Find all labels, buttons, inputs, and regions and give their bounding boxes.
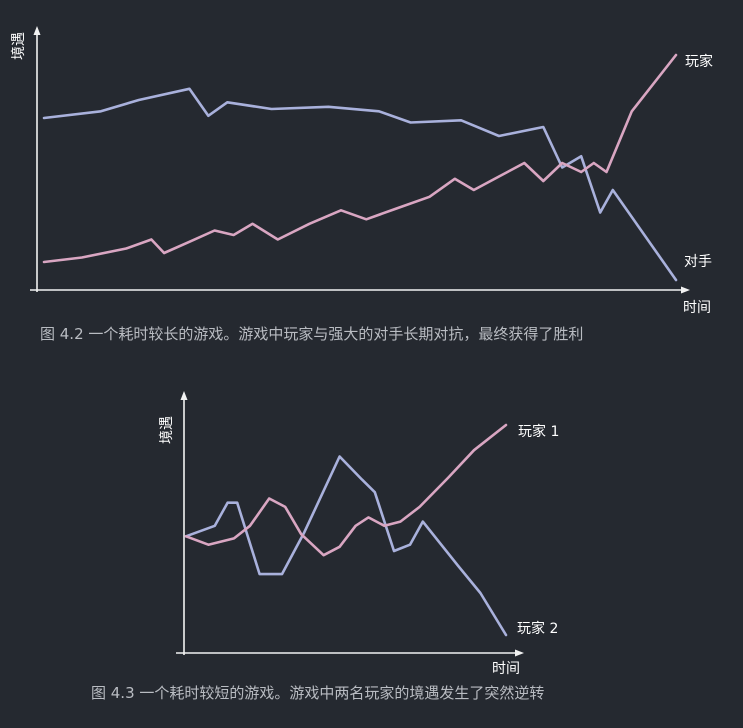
series-lines: [184, 423, 508, 637]
chart-top: 境遇 时间 玩家 对手 图 4.2 一个耗时较长的游戏。游戏中玩家与强大的对手长…: [11, 26, 713, 343]
y-axis-arrow: [180, 391, 188, 400]
series-line-2: [42, 87, 678, 282]
series-label-player-2: 玩家 2: [517, 620, 558, 637]
figure-caption: 图 4.3 一个耗时较短的游戏。游戏中两名玩家的境遇发生了突然逆转: [91, 684, 544, 702]
series-lines: [42, 53, 678, 282]
series-label-opponent: 对手: [684, 254, 712, 270]
y-axis-label: 境遇: [11, 32, 27, 60]
series-label-player-1: 玩家 1: [518, 423, 559, 440]
series-label-player: 玩家: [685, 53, 713, 70]
x-axis-label: 时间: [683, 300, 711, 316]
x-axis-label: 时间: [492, 661, 520, 677]
figure-caption: 图 4.2 一个耗时较长的游戏。游戏中玩家与强大的对手长期对抗，最终获得了胜利: [40, 325, 583, 343]
x-axis-arrow: [515, 649, 524, 657]
y-axis-arrow: [33, 26, 41, 35]
series-line-2: [184, 455, 508, 637]
series-line-1: [184, 423, 508, 557]
chart-bottom: 境遇 时间 玩家 1 玩家 2 图 4.3 一个耗时较短的游戏。游戏中两名玩家的…: [91, 391, 559, 702]
y-axis-label: 境遇: [159, 416, 175, 444]
x-axis-arrow: [681, 286, 690, 294]
series-line-1: [42, 53, 678, 264]
